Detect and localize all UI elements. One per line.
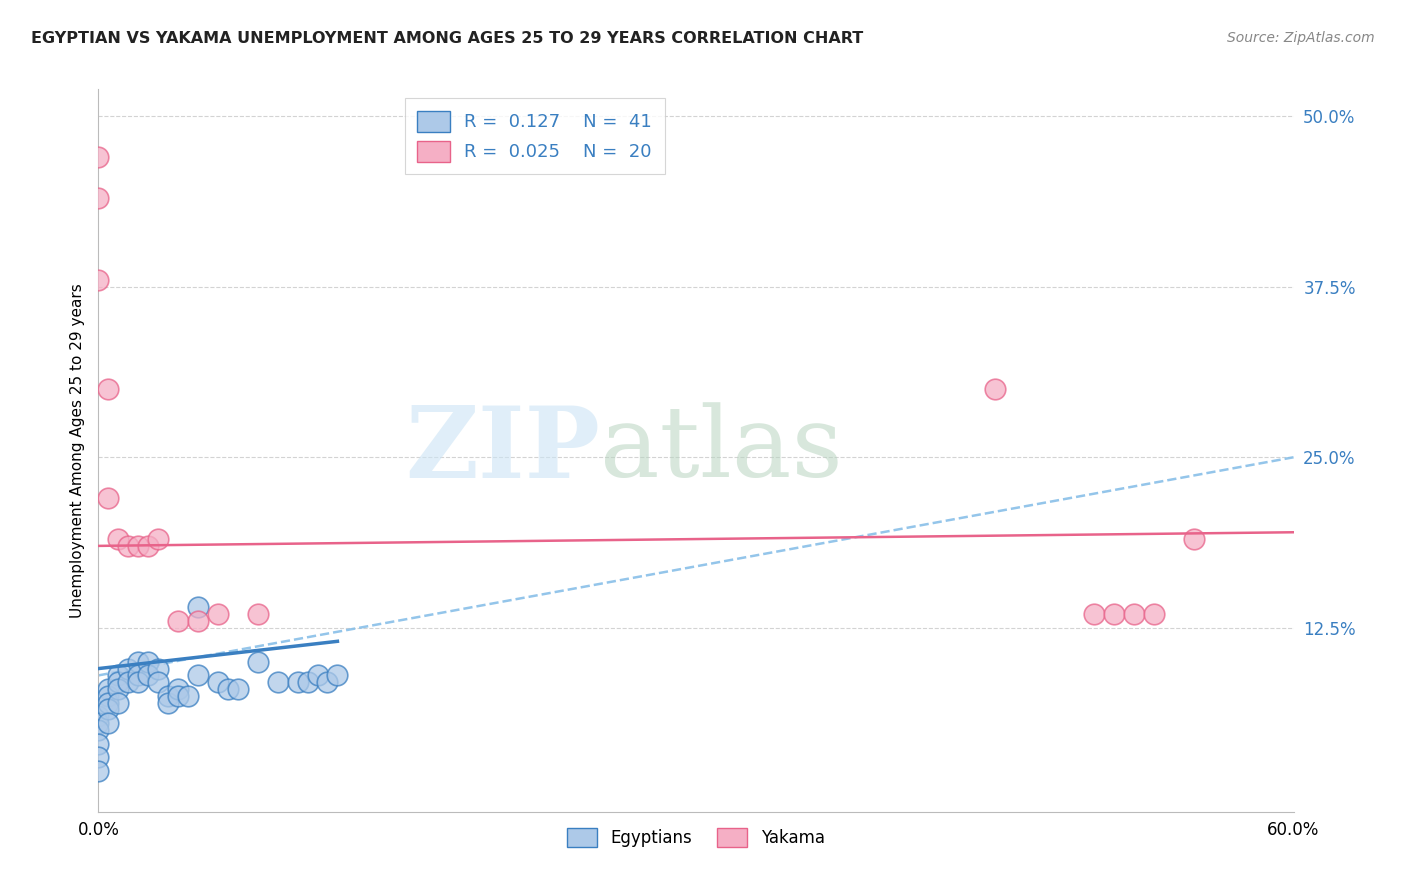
Point — [87, 723, 110, 737]
Point — [1182, 532, 1205, 546]
Point — [127, 675, 149, 690]
Point — [97, 491, 120, 505]
Point — [97, 716, 120, 731]
Point — [246, 655, 269, 669]
Point — [148, 532, 170, 546]
Point — [117, 675, 139, 690]
Point — [136, 655, 159, 669]
Point — [187, 614, 209, 628]
Point — [87, 716, 110, 731]
Point — [87, 150, 110, 164]
Point — [1083, 607, 1105, 621]
Text: Source: ZipAtlas.com: Source: ZipAtlas.com — [1227, 31, 1375, 45]
Legend: Egyptians, Yakama: Egyptians, Yakama — [561, 822, 831, 854]
Text: ZIP: ZIP — [405, 402, 600, 499]
Point — [87, 764, 110, 778]
Point — [117, 539, 139, 553]
Point — [127, 539, 149, 553]
Point — [107, 696, 129, 710]
Point — [107, 532, 129, 546]
Point — [87, 709, 110, 723]
Point — [97, 681, 120, 696]
Point — [107, 675, 129, 690]
Text: atlas: atlas — [600, 402, 844, 499]
Point — [117, 662, 139, 676]
Point — [107, 681, 129, 696]
Point — [167, 681, 190, 696]
Text: EGYPTIAN VS YAKAMA UNEMPLOYMENT AMONG AGES 25 TO 29 YEARS CORRELATION CHART: EGYPTIAN VS YAKAMA UNEMPLOYMENT AMONG AG… — [31, 31, 863, 46]
Y-axis label: Unemployment Among Ages 25 to 29 years: Unemployment Among Ages 25 to 29 years — [69, 283, 84, 618]
Point — [267, 675, 290, 690]
Point — [177, 689, 200, 703]
Point — [167, 689, 190, 703]
Point — [157, 689, 180, 703]
Point — [1123, 607, 1146, 621]
Point — [1143, 607, 1166, 621]
Point — [167, 614, 190, 628]
Point — [87, 273, 110, 287]
Point — [1104, 607, 1126, 621]
Point — [246, 607, 269, 621]
Point — [97, 696, 120, 710]
Point — [207, 675, 229, 690]
Point — [187, 600, 209, 615]
Point — [148, 662, 170, 676]
Point — [316, 675, 339, 690]
Point — [97, 382, 120, 396]
Point — [297, 675, 319, 690]
Point — [97, 689, 120, 703]
Point — [307, 668, 329, 682]
Point — [107, 668, 129, 682]
Point — [157, 696, 180, 710]
Point — [187, 668, 209, 682]
Point — [326, 668, 349, 682]
Point — [87, 737, 110, 751]
Point — [217, 681, 239, 696]
Point — [207, 607, 229, 621]
Point — [984, 382, 1007, 396]
Point — [87, 750, 110, 764]
Point — [136, 539, 159, 553]
Point — [148, 675, 170, 690]
Point — [226, 681, 249, 696]
Point — [87, 191, 110, 205]
Point — [127, 668, 149, 682]
Point — [287, 675, 309, 690]
Point — [136, 668, 159, 682]
Point — [97, 702, 120, 716]
Point — [127, 655, 149, 669]
